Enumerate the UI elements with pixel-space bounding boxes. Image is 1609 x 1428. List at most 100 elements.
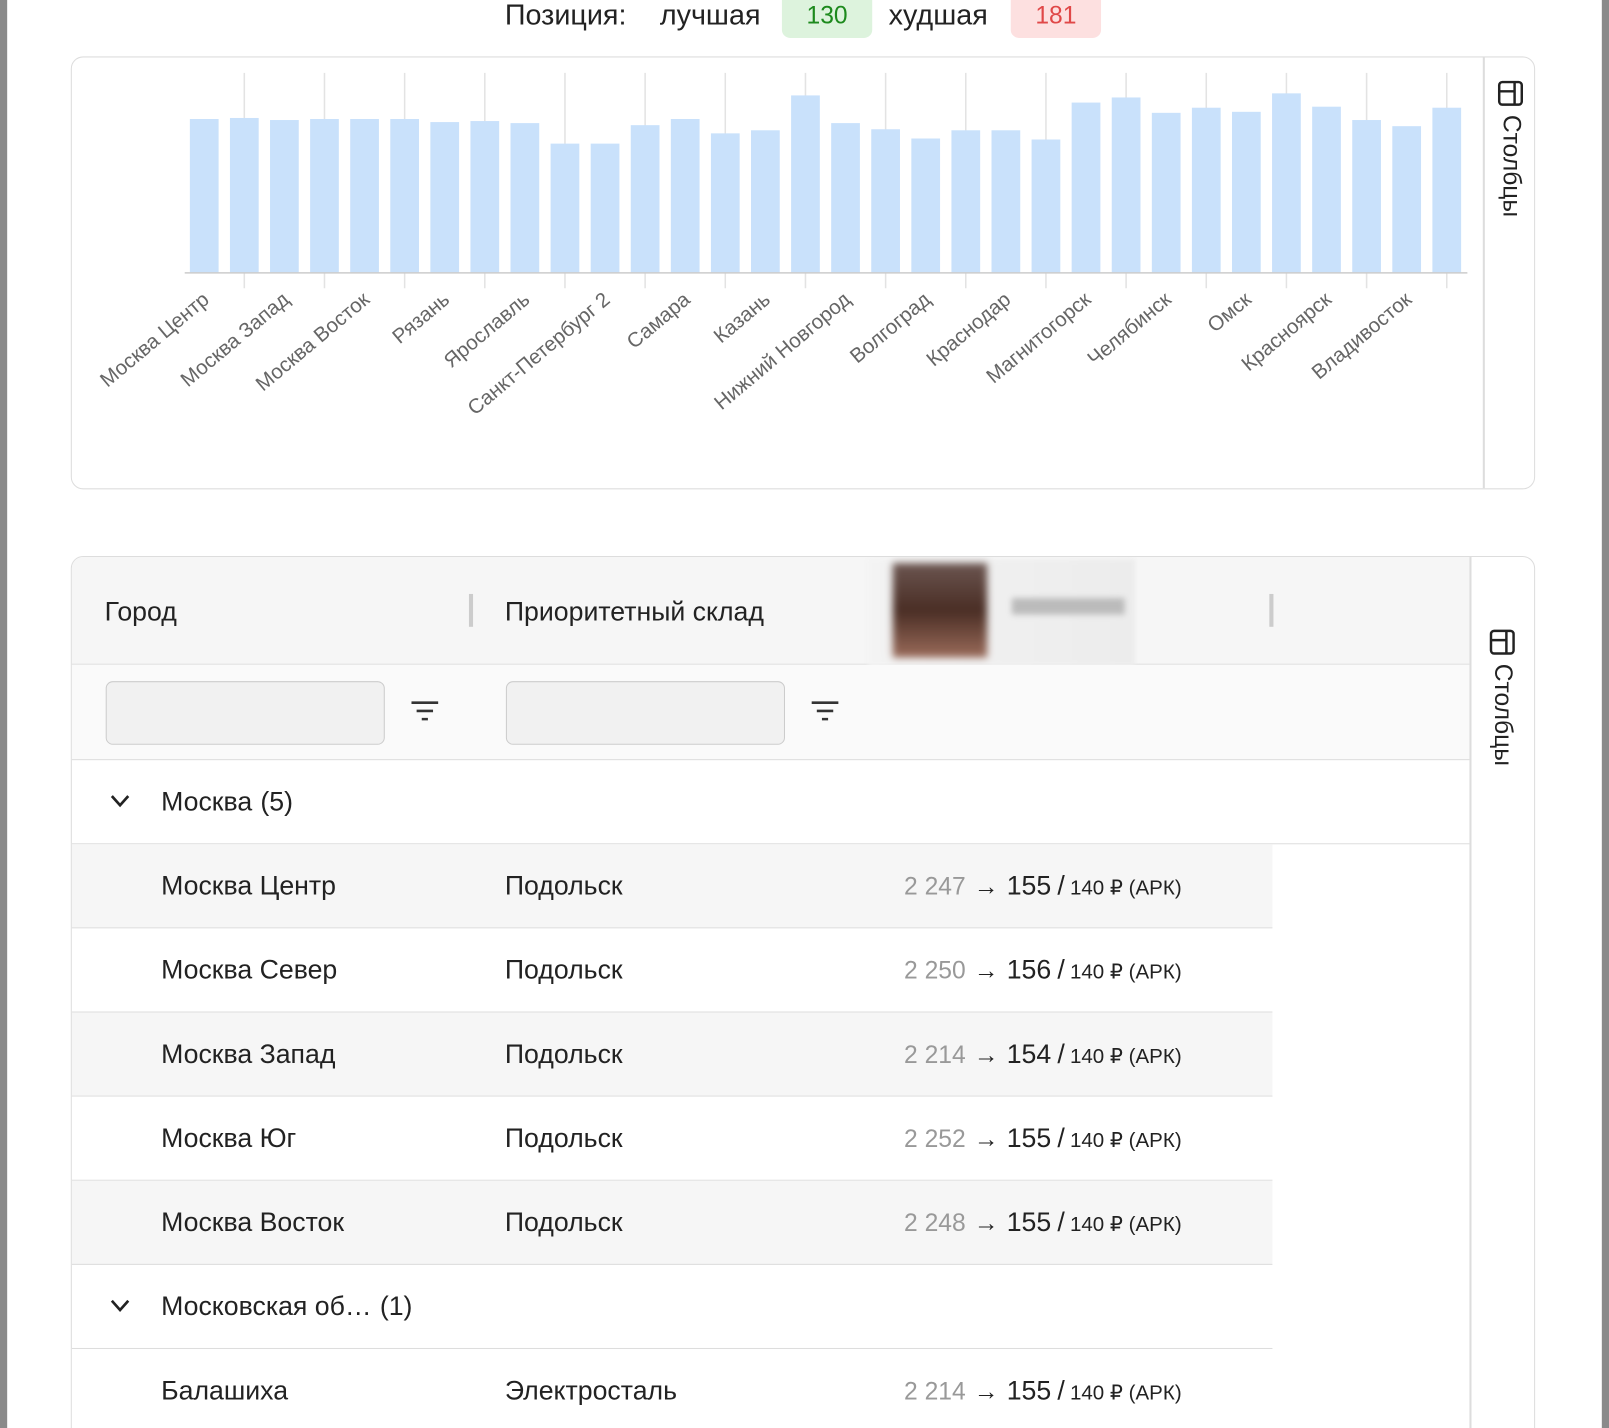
arrow: → — [973, 873, 999, 901]
bar — [350, 118, 379, 273]
arrow: → — [973, 1125, 999, 1154]
warehouse: Подольск — [504, 1206, 623, 1238]
city: Москва Север — [161, 954, 338, 985]
price: 140 ₽ (АРК) — [1069, 1213, 1182, 1237]
from-value: 2 248 — [904, 1209, 966, 1238]
city: Москва Запад — [161, 1038, 336, 1069]
slash: / — [1057, 1038, 1065, 1069]
group-name: Московская об… — [161, 1290, 372, 1322]
bar — [270, 120, 299, 273]
divider — [1469, 557, 1471, 1428]
city: Балашиха — [161, 1374, 289, 1406]
divider — [1482, 57, 1485, 489]
x-tick-label: Омск — [1203, 287, 1256, 337]
bar — [1272, 93, 1301, 273]
chevron[interactable] — [109, 1298, 132, 1314]
warehouse: Подольск — [504, 954, 623, 985]
bar — [1111, 97, 1141, 273]
columns-icon — [1489, 629, 1515, 655]
bar — [670, 118, 700, 273]
arrow: → — [973, 1209, 999, 1238]
table-header — [71, 557, 1470, 665]
from-value: 2 252 — [904, 1125, 966, 1154]
price: 140 ₽ (АРК) — [1069, 1045, 1182, 1068]
x-tick-label: Самара — [622, 287, 695, 353]
blurred-avatar — [892, 563, 988, 658]
blurred-header — [868, 559, 1135, 666]
filter-icon[interactable] — [811, 700, 840, 725]
filter-icon[interactable] — [410, 700, 439, 725]
x-tick-label: Санкт-Петербург 2 — [463, 288, 614, 420]
table-row: Балашиха Электросталь 2 214 → 155/140 ₽ (АРК… — [71, 1349, 1273, 1428]
city: Москва Юг — [161, 1122, 297, 1154]
from-value: 2 214 — [904, 1377, 966, 1406]
to-value: 155 — [1006, 1122, 1052, 1154]
columns-button[interactable]: Столбцы — [1488, 629, 1517, 766]
x-tick-label: Волгоград — [846, 288, 935, 368]
columns-button[interactable]: Столбцы — [1496, 80, 1525, 217]
position-label: Позиция: — [504, 0, 627, 31]
filter-input[interactable] — [105, 681, 385, 745]
price: 140 ₽ (АРК) — [1069, 1381, 1182, 1405]
column-header: Приоритетный склад — [504, 596, 764, 627]
x-tick-label: Челябинск — [1083, 287, 1176, 370]
bar — [1432, 107, 1462, 273]
bar — [1392, 126, 1422, 273]
bar — [1231, 111, 1261, 273]
bar — [390, 118, 420, 273]
city: Москва Восток — [161, 1206, 345, 1238]
bar — [991, 130, 1021, 273]
table-body: Москва (5) Москва Центр Подольск 2 247 → 155/1… — [71, 760, 1470, 1428]
bar — [1312, 106, 1341, 273]
group-row[interactable]: Москва (5) — [71, 760, 1470, 845]
x-tick-label: Нижний Новгород — [710, 288, 855, 415]
table-row: Москва Центр Подольск 2 247 → 155/140 ₽ (АРК… — [71, 844, 1273, 929]
arrow: → — [973, 1041, 999, 1069]
bar — [189, 118, 219, 273]
warehouse: Подольск — [504, 1122, 623, 1154]
bar — [1151, 112, 1181, 273]
value: 2 214 → 154/140 ₽ (АРК) — [904, 1038, 1182, 1072]
bar — [550, 143, 580, 273]
value: 2 247 → 155/140 ₽ (АРК) — [904, 870, 1182, 904]
columns-text: Столбцы — [1497, 114, 1525, 218]
window-edge — [1601, 0, 1609, 1428]
group-row[interactable]: Московская об… (1) — [71, 1265, 1273, 1350]
slash: / — [1057, 1206, 1065, 1238]
chevron[interactable] — [109, 793, 132, 809]
best-label: лучшая — [659, 0, 761, 31]
bar — [1031, 139, 1061, 273]
bar — [630, 125, 660, 273]
slash: / — [1057, 1374, 1065, 1406]
group-count: (5) — [260, 785, 294, 817]
warehouse: Подольск — [504, 869, 623, 901]
bar — [831, 123, 860, 273]
bar — [229, 117, 259, 273]
value: 2 250 → 156/140 ₽ (АРК) — [904, 954, 1182, 988]
to-value: 155 — [1006, 1374, 1052, 1406]
from-value: 2 214 — [904, 1041, 966, 1069]
warehouse: Подольск — [504, 1038, 623, 1069]
from-value: 2 250 — [904, 957, 966, 985]
columns-icon — [1497, 80, 1524, 106]
value: 2 252 → 155/140 ₽ (АРК) — [904, 1122, 1182, 1156]
bar — [871, 129, 900, 273]
x-tick-label: Рязань — [388, 288, 454, 349]
bar — [751, 130, 780, 273]
to-value: 155 — [1006, 869, 1052, 901]
bar — [791, 95, 820, 273]
best-badge: 130 — [781, 0, 873, 38]
price: 140 ₽ (АРК) — [1069, 961, 1182, 984]
bar — [911, 138, 941, 273]
bar — [510, 123, 540, 273]
table-row: Москва Юг Подольск 2 252 → 155/140 ₽ (АРК) — [71, 1096, 1273, 1181]
bar — [710, 133, 740, 273]
slash: / — [1057, 954, 1065, 985]
x-tick-label: Казань — [709, 288, 774, 348]
table-row: Москва Запад Подольск 2 214 → 154/140 ₽ (АРК… — [71, 1012, 1273, 1097]
filter-input[interactable] — [505, 681, 786, 745]
group-count: (1) — [379, 1290, 413, 1322]
table-row: Москва Восток Подольск 2 248 → 155/140 ₽ (АР… — [71, 1180, 1273, 1265]
